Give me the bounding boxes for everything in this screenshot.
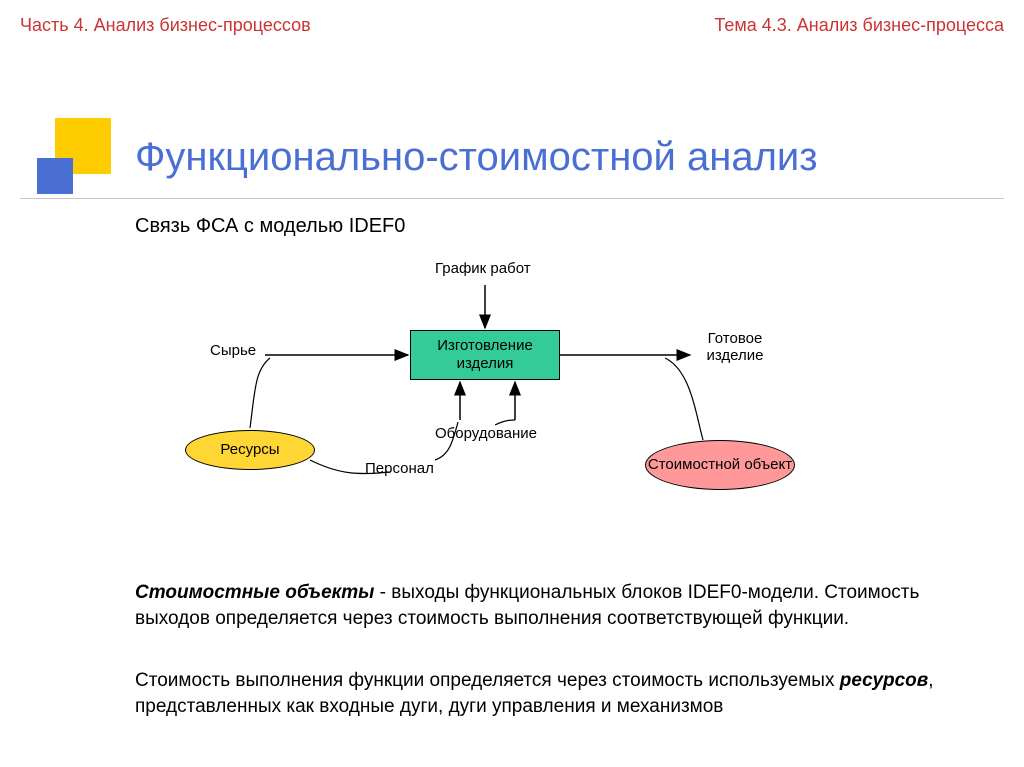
decor-square-blue — [37, 158, 73, 194]
label-personnel: Персонал — [365, 460, 434, 477]
label-left: Сырье — [210, 342, 256, 359]
idef0-diagram: График работ Сырье Готовое изделие Обору… — [135, 260, 895, 520]
term-cost-objects: Стоимостные объекты — [135, 582, 374, 603]
paragraph-2: Стоимость выполнения функции определяетс… — [135, 668, 995, 719]
label-right: Готовое изделие — [695, 330, 775, 364]
header-right: Тема 4.3. Анализ бизнес-процесса — [714, 15, 1004, 36]
title-divider — [20, 198, 1004, 199]
ellipse-cost-object: Стоимостной объект — [645, 440, 795, 490]
label-equipment: Оборудование — [435, 425, 537, 442]
paragraph-1: Стоимостные объекты - выходы функциональ… — [135, 580, 995, 631]
page-title: Функционально-стоимостной анализ — [135, 135, 818, 180]
diagram-connectors — [135, 260, 895, 520]
header-left: Часть 4. Анализ бизнес-процессов — [20, 15, 311, 36]
ellipse-resources: Ресурсы — [185, 430, 315, 470]
label-top: График работ — [435, 260, 531, 277]
term-resources: ресурсов — [840, 670, 929, 691]
process-box: Изготовление изделия — [410, 330, 560, 380]
subtitle: Связь ФСА с моделью IDEF0 — [135, 215, 405, 238]
para2-pre: Стоимость выполнения функции определяетс… — [135, 670, 840, 691]
